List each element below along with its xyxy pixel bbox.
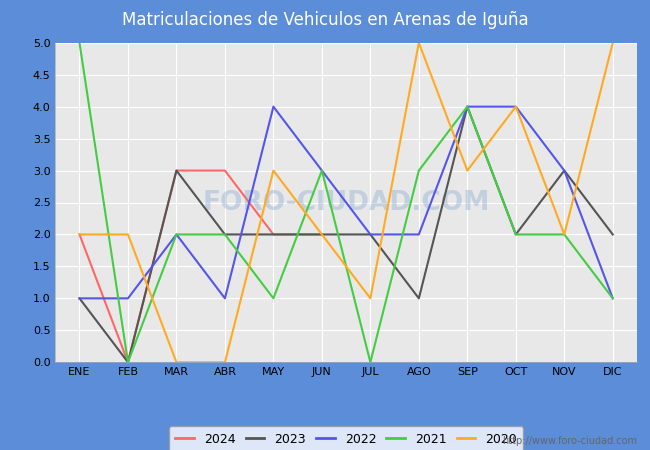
2023 <box>221 232 229 237</box>
2020 <box>318 232 326 237</box>
2020 <box>609 40 617 45</box>
2024 <box>221 168 229 173</box>
2022 <box>463 104 471 109</box>
2022 <box>560 168 568 173</box>
2024 <box>124 360 132 365</box>
2023 <box>463 104 471 109</box>
Line: 2023: 2023 <box>79 107 613 362</box>
2020 <box>172 360 180 365</box>
2021 <box>172 232 180 237</box>
2024 <box>172 168 180 173</box>
2023 <box>560 168 568 173</box>
2022 <box>221 296 229 301</box>
2023 <box>609 232 617 237</box>
2020 <box>124 232 132 237</box>
2023 <box>270 232 278 237</box>
2022 <box>512 104 520 109</box>
2020 <box>415 40 422 45</box>
2020 <box>560 232 568 237</box>
2024 <box>318 232 326 237</box>
2023 <box>512 232 520 237</box>
Text: http://www.foro-ciudad.com: http://www.foro-ciudad.com <box>502 436 637 446</box>
2021 <box>415 168 422 173</box>
2020 <box>221 360 229 365</box>
Line: 2024: 2024 <box>79 171 322 362</box>
2021 <box>124 360 132 365</box>
2021 <box>367 360 374 365</box>
2022 <box>270 104 278 109</box>
2023 <box>318 232 326 237</box>
2021 <box>560 232 568 237</box>
Line: 2022: 2022 <box>79 107 613 298</box>
Line: 2020: 2020 <box>79 43 613 362</box>
2020 <box>463 168 471 173</box>
2024 <box>270 232 278 237</box>
2023 <box>75 296 83 301</box>
Text: FORO-CIUDAD.COM: FORO-CIUDAD.COM <box>202 189 490 216</box>
2020 <box>270 168 278 173</box>
2022 <box>609 296 617 301</box>
2021 <box>75 40 83 45</box>
2023 <box>172 168 180 173</box>
2021 <box>463 104 471 109</box>
Text: Matriculaciones de Vehiculos en Arenas de Iguña: Matriculaciones de Vehiculos en Arenas d… <box>122 11 528 29</box>
2021 <box>270 296 278 301</box>
2022 <box>75 296 83 301</box>
2022 <box>124 296 132 301</box>
2021 <box>221 232 229 237</box>
2020 <box>75 232 83 237</box>
Line: 2021: 2021 <box>79 43 613 362</box>
2024 <box>75 232 83 237</box>
2021 <box>318 168 326 173</box>
2022 <box>415 232 422 237</box>
2021 <box>512 232 520 237</box>
Legend: 2024, 2023, 2022, 2021, 2020: 2024, 2023, 2022, 2021, 2020 <box>169 426 523 450</box>
2022 <box>367 232 374 237</box>
2022 <box>318 168 326 173</box>
2023 <box>124 360 132 365</box>
2020 <box>367 296 374 301</box>
2023 <box>415 296 422 301</box>
2023 <box>367 232 374 237</box>
2022 <box>172 232 180 237</box>
2020 <box>512 104 520 109</box>
2021 <box>609 296 617 301</box>
